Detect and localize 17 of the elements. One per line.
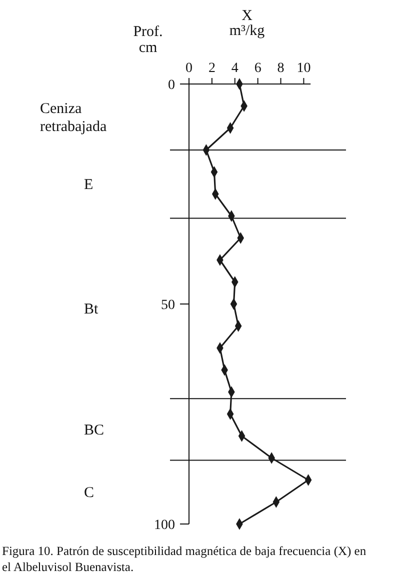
text: C [84, 485, 94, 502]
text: Bt [84, 301, 100, 318]
y-tick-label: 0 [168, 78, 175, 93]
x-axis-title: X m³/kg [229, 8, 266, 39]
y-axis-title: Prof. cm [133, 24, 163, 56]
x-tick-label: 6 [254, 61, 262, 76]
y-tick-label: 50 [161, 298, 175, 313]
x-tick-label: 2 [208, 61, 216, 76]
text: Figura 10. Patrón de susceptibilidad magnética de baja frecuencia (X) en el Albeluvisol Buenavista. [2, 544, 367, 574]
x-tick-label: 0 [186, 61, 192, 76]
y-tick-label: 100 [154, 518, 175, 533]
x-tick-label: 10 [296, 61, 311, 76]
text: BC [84, 422, 104, 438]
text: E [84, 177, 94, 194]
x-tick-label: 4 [231, 61, 238, 76]
text: Ceniza retrabajada [40, 101, 107, 135]
x-tick-label: 8 [277, 61, 284, 76]
